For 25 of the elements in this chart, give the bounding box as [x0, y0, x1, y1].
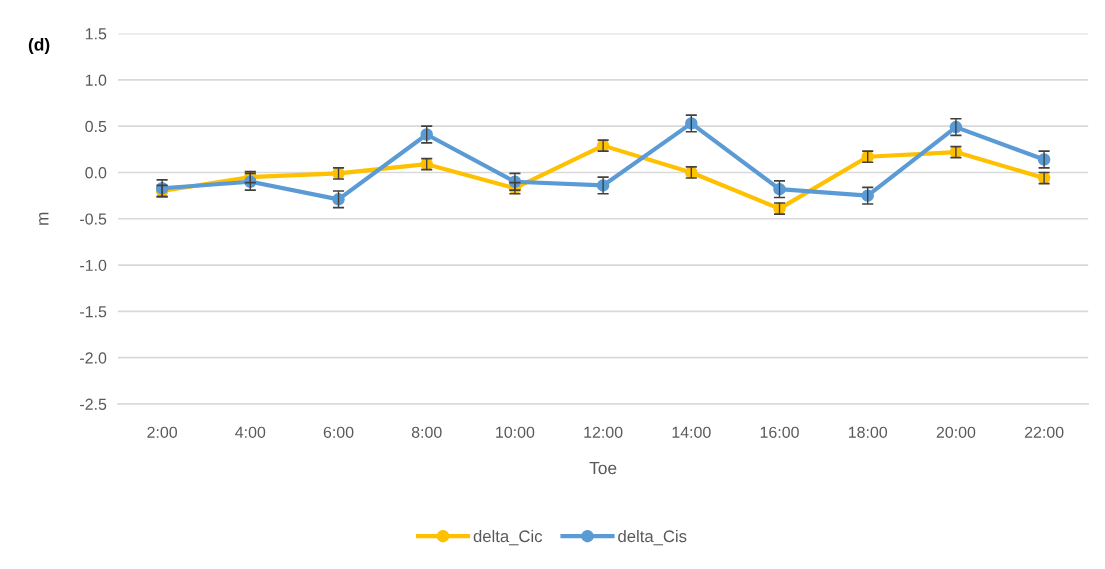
x-tick-label: 12:00	[584, 426, 623, 438]
chart-title: (d)	[28, 37, 50, 55]
x-tick-label: 6:00	[323, 426, 354, 438]
y-tick-label: 0.0	[85, 167, 107, 179]
y-tick-label: 0.5	[85, 120, 107, 133]
x-tick-label: 18:00	[848, 426, 888, 438]
x-tick-label: 22:00	[1024, 426, 1064, 438]
x-tick-label: 14:00	[672, 426, 711, 438]
x-tick-label: 4:00	[235, 426, 266, 438]
y-tick-label: -1.5	[80, 306, 107, 318]
legend-label: delta_Cis	[618, 529, 687, 546]
y-tick-label: -1.0	[80, 259, 107, 272]
y-tick-label: -2.0	[80, 352, 107, 364]
y-tick-label: -0.5	[80, 213, 107, 225]
x-tick-label: 20:00	[936, 426, 976, 438]
y-axis-title: m	[39, 212, 49, 225]
y-tick-label: 1.5	[85, 28, 107, 40]
legend-label: delta_Cic	[473, 529, 543, 546]
y-tick-label: 1.0	[85, 74, 107, 86]
x-tick-label: 8:00	[411, 426, 442, 438]
x-tick-label: 10:00	[496, 426, 535, 438]
x-axis-title: Toe	[589, 462, 617, 475]
y-tick-label: -2.5	[80, 398, 107, 410]
x-tick-label: 16:00	[760, 426, 799, 438]
x-tick-label: 2:00	[147, 426, 178, 438]
